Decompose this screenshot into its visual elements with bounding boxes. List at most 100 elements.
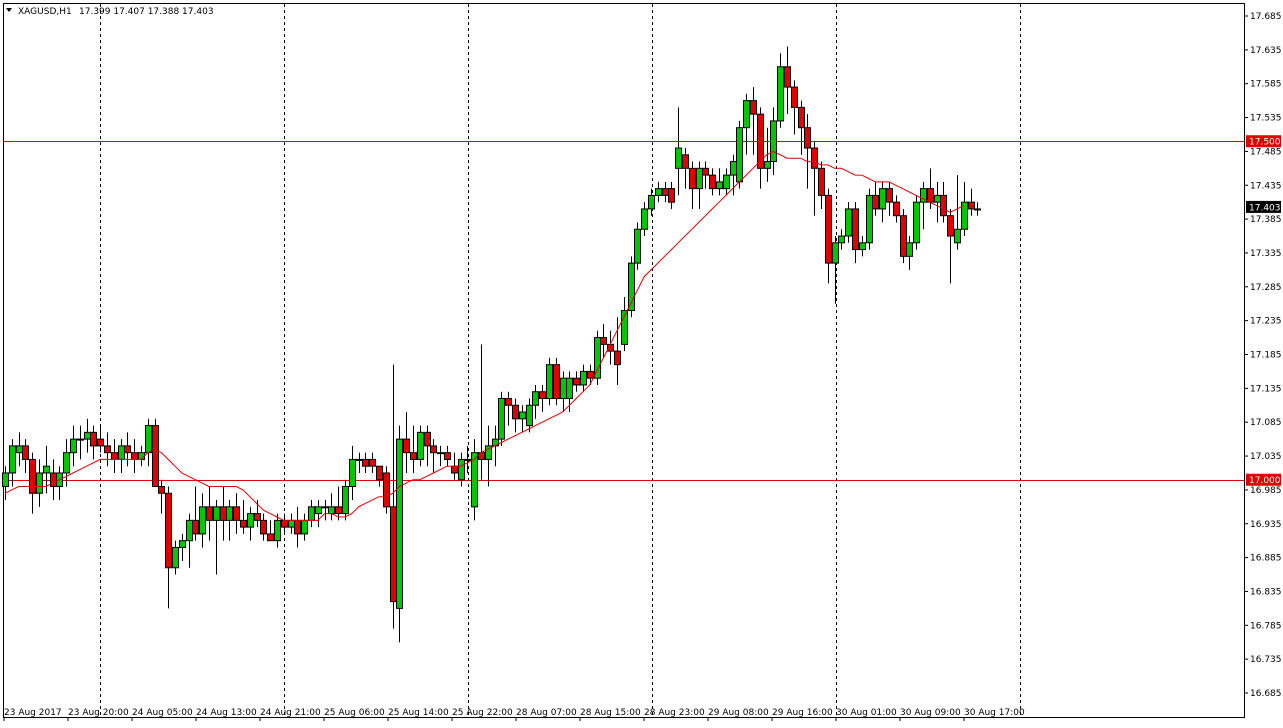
candle-124 <box>845 202 852 243</box>
candle-body <box>131 452 138 460</box>
candle-119 <box>811 141 818 216</box>
candle-36 <box>247 506 254 541</box>
y-tick-label-7: 17.335 <box>1250 249 1282 259</box>
y-tick-label-19: 16.735 <box>1250 655 1282 665</box>
x-tick-label-5: 25 Aug 06:00 <box>324 708 385 718</box>
candle-body <box>288 519 295 528</box>
candle-body <box>750 100 757 115</box>
candle-106 <box>723 168 730 196</box>
candle-body <box>505 398 512 406</box>
y-tick-label-13: 17.035 <box>1250 452 1282 462</box>
y-tick-label-1: 17.635 <box>1250 46 1282 56</box>
candle-96 <box>655 181 662 203</box>
candle-95 <box>648 188 655 216</box>
candle-body <box>791 86 798 108</box>
candle-body <box>553 364 560 400</box>
candle-101 <box>689 161 696 209</box>
candle-body <box>36 472 43 494</box>
candle-body <box>566 377 573 400</box>
chart-menu-triangle-icon[interactable] <box>6 8 12 12</box>
candle-23 <box>158 479 165 514</box>
candle-body <box>220 506 227 521</box>
candle-body <box>410 452 417 460</box>
candle-81 <box>553 357 560 406</box>
x-tick-label-7: 25 Aug 22:00 <box>452 708 513 718</box>
candle-body <box>356 458 363 461</box>
candle-body <box>260 519 267 535</box>
candle-88 <box>600 324 607 358</box>
candle-body <box>383 472 390 508</box>
candle-body <box>614 350 621 366</box>
candle-body <box>804 127 811 149</box>
candle-body <box>281 519 288 528</box>
candle-130 <box>886 181 893 216</box>
candle-body <box>430 445 437 454</box>
candle-body <box>838 235 845 244</box>
candle-body <box>424 431 431 447</box>
candle-103 <box>702 161 709 189</box>
candle-body <box>709 174 716 190</box>
candle-51 <box>349 445 356 501</box>
candle-body <box>757 113 764 169</box>
candle-115 <box>784 46 791 115</box>
candle-109 <box>743 93 750 155</box>
candle-body <box>947 215 954 237</box>
candle-body <box>118 445 125 460</box>
candle-body <box>335 506 342 515</box>
candle-127 <box>866 188 873 250</box>
y-tick-label-17: 16.835 <box>1250 587 1282 597</box>
candle-body <box>770 120 777 163</box>
candle-24 <box>165 486 172 609</box>
candle-62 <box>424 425 431 467</box>
candle-134 <box>913 195 920 250</box>
candle-body <box>165 492 172 569</box>
candle-body <box>294 519 301 535</box>
candle-body <box>832 242 839 264</box>
y-tick-label-2: 17.585 <box>1250 80 1282 90</box>
candle-65 <box>444 445 451 467</box>
candle-body <box>50 472 57 488</box>
candle-132 <box>900 208 907 264</box>
x-tick-label-6: 25 Aug 14:00 <box>388 708 449 718</box>
candle-39 <box>267 520 274 542</box>
candle-body <box>811 147 818 169</box>
candle-body <box>893 201 900 217</box>
candle-129 <box>879 181 886 223</box>
candle-body <box>702 167 709 176</box>
y-tick-label-4: 17.485 <box>1250 147 1282 157</box>
candle-body <box>247 513 254 528</box>
candle-14 <box>97 425 104 453</box>
candle-body <box>512 404 519 420</box>
symbol-label: XAGUSD,H1 <box>18 7 72 17</box>
candle-body <box>233 506 240 521</box>
candle-64 <box>437 445 444 467</box>
candle-body <box>668 188 675 203</box>
candle-body <box>716 181 723 190</box>
candle-body <box>16 445 23 454</box>
candle-body <box>723 174 730 190</box>
y-tick-label-6: 17.385 <box>1250 215 1282 225</box>
candle-body <box>362 458 369 467</box>
candle-body <box>158 486 165 494</box>
candle-body <box>913 201 920 244</box>
candle-116 <box>791 80 798 135</box>
candle-body <box>736 127 743 183</box>
candle-22 <box>152 418 159 488</box>
candle-133 <box>906 236 913 270</box>
x-tick-label-11: 29 Aug 08:00 <box>708 708 769 718</box>
candle-body <box>974 208 981 211</box>
candle-11 <box>77 425 84 460</box>
candle-123 <box>838 229 845 250</box>
candle-body <box>437 452 444 455</box>
candle-body <box>145 425 152 454</box>
candle-body <box>648 194 655 210</box>
candle-71 <box>485 425 492 487</box>
moving-average-line <box>4 150 965 521</box>
candle-body <box>84 431 91 440</box>
level-price-tag-high-label: 17.500 <box>1249 138 1281 148</box>
y-tick-label-16: 16.885 <box>1250 554 1282 564</box>
candle-body <box>940 194 947 217</box>
candle-body <box>519 411 526 420</box>
x-tick-label-14: 30 Aug 09:00 <box>900 708 961 718</box>
